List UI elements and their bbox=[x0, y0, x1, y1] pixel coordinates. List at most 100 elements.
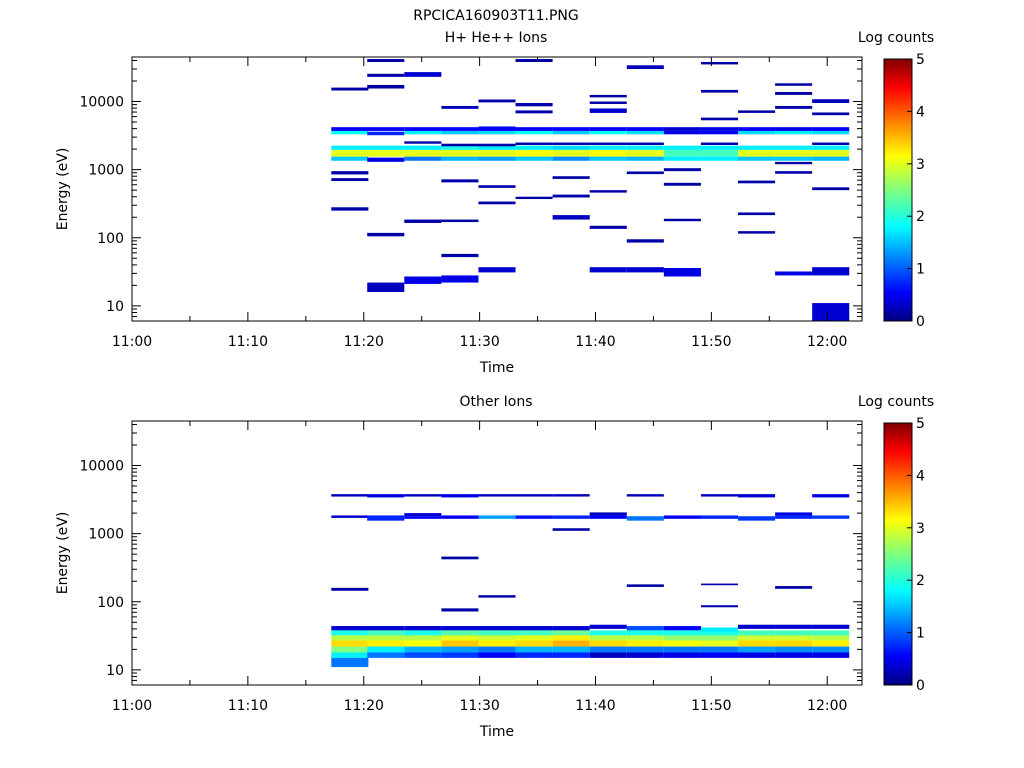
heatmap-cell bbox=[331, 178, 369, 182]
heatmap-cell bbox=[626, 142, 664, 145]
colorbar-tick-label: 3 bbox=[916, 521, 925, 537]
heatmap-cell bbox=[404, 635, 442, 641]
heatmap-cell bbox=[552, 145, 590, 150]
heatmap-cell bbox=[738, 145, 776, 150]
heatmap-cell bbox=[404, 516, 442, 519]
heatmap-cell bbox=[478, 185, 516, 188]
heatmap-cell bbox=[367, 282, 405, 292]
heatmap-cell bbox=[331, 626, 369, 631]
y-axis-label: Energy (eV) bbox=[55, 148, 71, 231]
heatmap-cell bbox=[404, 276, 442, 284]
heatmap-cell bbox=[775, 145, 813, 150]
heatmap-cell bbox=[441, 640, 479, 647]
x-tick-label: 11:00 bbox=[112, 698, 152, 714]
heatmap-cell bbox=[626, 267, 664, 273]
heatmap-cell bbox=[515, 130, 553, 135]
x-axis-label: Time bbox=[479, 724, 514, 740]
heatmap-cell bbox=[367, 73, 405, 77]
heatmap-cell bbox=[775, 161, 813, 165]
heatmap-cell bbox=[738, 110, 776, 113]
heatmap-cell bbox=[663, 156, 701, 161]
heatmap-cell bbox=[738, 646, 776, 653]
heatmap-cell bbox=[700, 640, 739, 647]
heatmap-cell bbox=[478, 143, 516, 147]
y-axis-label: Energy (eV) bbox=[55, 512, 71, 595]
heatmap-cell bbox=[738, 212, 776, 216]
y-tick-label: 10000 bbox=[79, 95, 124, 111]
heatmap-cell bbox=[700, 149, 739, 157]
heatmap-cell bbox=[626, 239, 664, 243]
heatmap-cell bbox=[367, 494, 405, 498]
heatmap-cell bbox=[515, 59, 553, 62]
heatmap-cell bbox=[700, 646, 739, 653]
heatmap-cell bbox=[552, 646, 590, 653]
heatmap-cell bbox=[515, 494, 553, 497]
heatmap-cell bbox=[589, 156, 627, 161]
heatmap-cell bbox=[812, 630, 850, 636]
heatmap-cell bbox=[331, 130, 369, 135]
heatmap-cell bbox=[441, 149, 479, 157]
heatmap-cell bbox=[589, 149, 627, 157]
heatmap-cell bbox=[404, 156, 442, 161]
heatmap-cell bbox=[441, 556, 479, 560]
heatmap-cell bbox=[589, 267, 627, 273]
heatmap-cell bbox=[515, 103, 553, 107]
heatmap-cell bbox=[441, 275, 479, 283]
heatmap-cell bbox=[663, 626, 701, 631]
heatmap-cell bbox=[738, 635, 776, 641]
heatmap-cell bbox=[404, 652, 442, 658]
heatmap-cell bbox=[441, 608, 479, 612]
heatmap-cell bbox=[589, 515, 627, 519]
heatmap-cell bbox=[738, 231, 776, 234]
heatmap-cell bbox=[663, 130, 701, 135]
heatmap-cell bbox=[331, 640, 369, 647]
heatmap-cell bbox=[478, 646, 516, 653]
heatmap-cell bbox=[738, 127, 776, 131]
heatmap-cell bbox=[626, 156, 664, 161]
heatmap-cell bbox=[515, 110, 553, 114]
heatmap-cell bbox=[552, 215, 590, 220]
heatmap-cell bbox=[478, 267, 516, 273]
heatmap-cell bbox=[367, 127, 405, 131]
colorbar-gradient bbox=[883, 58, 913, 322]
heatmap-cell bbox=[367, 626, 405, 631]
heatmap-cell bbox=[589, 130, 627, 135]
heatmap-cell bbox=[812, 127, 850, 131]
heatmap-cell bbox=[441, 652, 479, 658]
x-tick-label: 12:00 bbox=[807, 334, 847, 350]
heatmap-cell bbox=[775, 171, 813, 174]
heatmap-cell bbox=[404, 513, 442, 517]
heatmap-cell bbox=[441, 253, 479, 258]
heatmap-cell bbox=[441, 105, 479, 109]
heatmap-cell bbox=[700, 127, 739, 131]
heatmap-cell bbox=[700, 652, 739, 658]
heatmap-cell bbox=[700, 142, 739, 145]
heatmap-cell bbox=[812, 624, 850, 629]
heatmap-cell bbox=[404, 219, 442, 223]
colorbar-tick-label: 1 bbox=[916, 262, 925, 278]
heatmap-cell bbox=[331, 87, 369, 91]
x-tick-label: 12:00 bbox=[807, 698, 847, 714]
heatmap-cell bbox=[812, 640, 850, 647]
x-tick-label: 11:20 bbox=[344, 334, 384, 350]
heatmap-cell bbox=[812, 99, 850, 104]
heatmap-cell bbox=[478, 99, 516, 103]
heatmap-cell bbox=[738, 149, 776, 157]
x-tick-label: 11:20 bbox=[344, 698, 384, 714]
heatmap-cell bbox=[663, 145, 701, 150]
heatmap-cell bbox=[441, 630, 479, 636]
colorbar: Log counts 0 1 2 3 4 5 bbox=[858, 30, 934, 330]
heatmap-cell bbox=[515, 145, 553, 150]
x-axis-label: Time bbox=[479, 360, 514, 376]
heatmap-cell bbox=[589, 630, 627, 636]
heatmap-cell bbox=[367, 84, 405, 89]
plot-frame bbox=[131, 56, 863, 322]
colorbar: Log counts 0 1 2 3 4 5 bbox=[858, 394, 934, 694]
heatmap-cell bbox=[367, 640, 405, 647]
heatmap-cell bbox=[700, 583, 739, 586]
heatmap-cell bbox=[441, 145, 479, 150]
heatmap-cell bbox=[367, 59, 405, 62]
y-tick-label: 1000 bbox=[88, 527, 124, 543]
colorbar-tick-label: 0 bbox=[916, 678, 925, 694]
